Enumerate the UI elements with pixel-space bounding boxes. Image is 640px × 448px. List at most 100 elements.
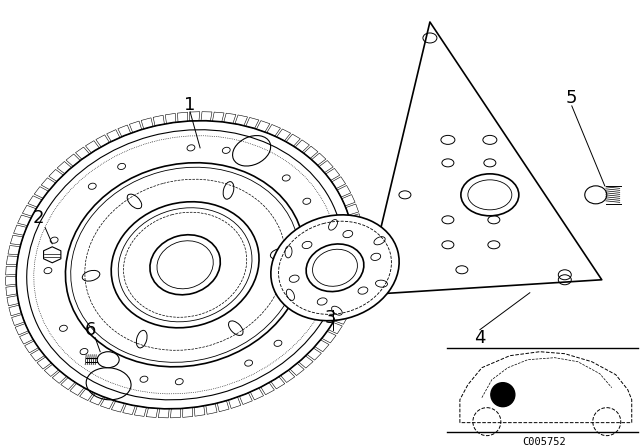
- Polygon shape: [22, 205, 36, 216]
- Polygon shape: [107, 129, 120, 142]
- Polygon shape: [228, 397, 241, 409]
- Polygon shape: [350, 275, 362, 284]
- Polygon shape: [246, 117, 259, 129]
- Polygon shape: [10, 235, 23, 245]
- Polygon shape: [7, 296, 19, 306]
- Polygon shape: [332, 177, 346, 189]
- Polygon shape: [61, 378, 75, 390]
- Polygon shape: [129, 121, 141, 133]
- Polygon shape: [44, 364, 59, 376]
- Polygon shape: [295, 140, 309, 152]
- Polygon shape: [352, 265, 364, 274]
- Polygon shape: [141, 118, 153, 129]
- Polygon shape: [146, 408, 157, 418]
- Polygon shape: [100, 397, 114, 409]
- Polygon shape: [15, 323, 28, 335]
- Polygon shape: [123, 404, 135, 414]
- Polygon shape: [76, 147, 90, 159]
- Polygon shape: [111, 401, 124, 412]
- Polygon shape: [118, 125, 131, 137]
- Polygon shape: [303, 146, 318, 159]
- Polygon shape: [28, 196, 42, 207]
- Polygon shape: [328, 323, 342, 334]
- Polygon shape: [326, 168, 340, 181]
- Polygon shape: [206, 404, 217, 414]
- Polygon shape: [312, 153, 326, 165]
- Polygon shape: [217, 401, 229, 412]
- Polygon shape: [165, 113, 176, 124]
- Polygon shape: [66, 154, 80, 166]
- Polygon shape: [177, 112, 188, 122]
- Polygon shape: [6, 266, 17, 275]
- Polygon shape: [79, 389, 93, 401]
- Polygon shape: [224, 113, 236, 123]
- Polygon shape: [344, 294, 356, 305]
- Polygon shape: [13, 225, 27, 235]
- Text: 1: 1: [184, 96, 196, 114]
- Polygon shape: [365, 22, 602, 295]
- Polygon shape: [70, 383, 84, 396]
- Polygon shape: [212, 112, 224, 122]
- Polygon shape: [260, 383, 275, 395]
- Polygon shape: [351, 224, 364, 234]
- Text: 2: 2: [33, 209, 44, 227]
- Text: 3: 3: [324, 309, 336, 327]
- Polygon shape: [349, 214, 362, 224]
- Polygon shape: [267, 125, 280, 136]
- Polygon shape: [96, 135, 109, 147]
- Ellipse shape: [585, 186, 607, 204]
- Polygon shape: [281, 370, 295, 383]
- Polygon shape: [17, 215, 31, 226]
- Polygon shape: [90, 393, 104, 405]
- Polygon shape: [257, 121, 270, 132]
- Polygon shape: [239, 393, 252, 405]
- Polygon shape: [8, 246, 20, 254]
- Circle shape: [491, 383, 515, 407]
- Polygon shape: [276, 129, 291, 141]
- Polygon shape: [307, 348, 321, 360]
- Polygon shape: [44, 247, 61, 263]
- Polygon shape: [337, 185, 351, 197]
- Polygon shape: [235, 115, 248, 125]
- Polygon shape: [19, 332, 33, 344]
- Polygon shape: [52, 371, 67, 383]
- Polygon shape: [31, 349, 45, 361]
- Polygon shape: [12, 314, 24, 326]
- Polygon shape: [6, 276, 16, 285]
- Polygon shape: [342, 194, 355, 206]
- Polygon shape: [353, 234, 364, 244]
- Polygon shape: [271, 377, 285, 389]
- Polygon shape: [182, 408, 193, 418]
- Polygon shape: [354, 244, 365, 254]
- Polygon shape: [195, 406, 205, 416]
- Polygon shape: [34, 187, 49, 198]
- Polygon shape: [24, 341, 38, 353]
- Polygon shape: [49, 169, 63, 181]
- Polygon shape: [290, 363, 304, 375]
- Polygon shape: [319, 160, 333, 172]
- Polygon shape: [339, 304, 353, 314]
- Polygon shape: [250, 388, 264, 400]
- Polygon shape: [57, 161, 72, 174]
- Polygon shape: [189, 112, 200, 121]
- Polygon shape: [86, 141, 99, 153]
- Polygon shape: [299, 356, 313, 368]
- Polygon shape: [201, 112, 212, 121]
- Polygon shape: [347, 284, 360, 294]
- Polygon shape: [6, 256, 18, 264]
- Text: 4: 4: [474, 329, 486, 347]
- Polygon shape: [134, 406, 147, 416]
- Text: C005752: C005752: [522, 437, 566, 447]
- Polygon shape: [153, 115, 164, 126]
- Polygon shape: [334, 313, 348, 324]
- Polygon shape: [9, 305, 21, 316]
- Polygon shape: [6, 286, 17, 296]
- Polygon shape: [37, 357, 51, 369]
- Polygon shape: [170, 409, 180, 418]
- Polygon shape: [322, 331, 336, 343]
- Text: 5: 5: [566, 89, 577, 107]
- Text: 6: 6: [84, 321, 96, 339]
- Polygon shape: [286, 134, 300, 146]
- Polygon shape: [315, 340, 329, 352]
- Ellipse shape: [97, 352, 119, 368]
